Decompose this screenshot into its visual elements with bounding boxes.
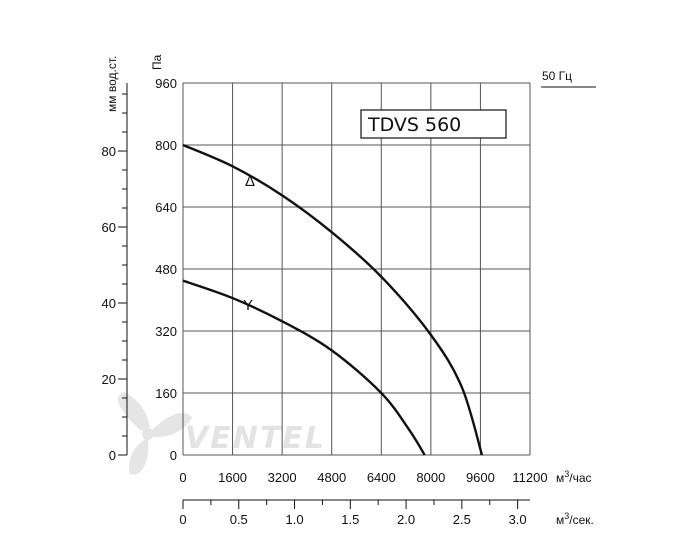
curve-label: Δ	[245, 173, 255, 190]
curves: ΔY	[182, 143, 484, 456]
x-secondary-tick-label: 2.5	[453, 512, 471, 527]
watermark-text: VENTEL	[185, 421, 326, 456]
x-secondary-tick-label: 1.5	[341, 512, 359, 527]
x-tick-label: 6400	[367, 470, 396, 485]
frequency-label-group: 50 Гц	[541, 69, 596, 88]
y-tick-label: 640	[155, 200, 177, 215]
y-tick-label: 480	[155, 262, 177, 277]
x-tick-label: 3200	[268, 470, 297, 485]
x-secondary-tick-label: 0.5	[230, 512, 248, 527]
y-secondary-tick-label: 60	[102, 220, 116, 235]
y-secondary-tick-label: 20	[102, 372, 116, 387]
model-label-box: TDVS 560	[360, 109, 507, 139]
model-label: TDVS 560	[367, 114, 461, 136]
y-tick-label: 960	[155, 76, 177, 91]
y-primary-axis-title: Па	[150, 54, 164, 70]
curve-label: Y	[243, 297, 253, 314]
y-secondary-tick-label: 80	[102, 144, 116, 159]
x-secondary-tick-label: 3.0	[509, 512, 527, 527]
x-secondary-tick-label: 1.0	[286, 512, 304, 527]
x-tick-label: 4800	[317, 470, 346, 485]
frequency-label: 50 Гц	[542, 69, 572, 83]
x-tick-label: 1600	[218, 470, 247, 485]
x-tick-label: 11200	[512, 470, 547, 485]
axes	[118, 83, 530, 509]
y-secondary-tick-label: 40	[102, 296, 116, 311]
y-secondary-tick-label: 0	[109, 448, 116, 463]
y-tick-label: 160	[155, 386, 177, 401]
y-secondary-axis-title: мм вод.ст.	[105, 56, 119, 112]
grid	[182, 82, 531, 456]
x-tick-label: 8000	[416, 470, 445, 485]
x-tick-label: 9600	[466, 470, 495, 485]
x-tick-label: 0	[179, 470, 186, 485]
y-tick-label: 0	[170, 448, 177, 463]
x-secondary-axis-title: м3/сек.	[556, 511, 594, 527]
curve-y	[182, 279, 426, 456]
x-secondary-tick-label: 0	[179, 512, 186, 527]
x-primary-axis-title: м3/час	[556, 469, 592, 485]
x-secondary-tick-label: 2.0	[397, 512, 415, 527]
tick-labels: 0 1600 3200 4800 6400 8000 9600 112000160320480…	[102, 76, 548, 527]
y-tick-label: 800	[155, 138, 177, 153]
fan-logo-icon	[117, 392, 192, 475]
curve-delta	[182, 143, 484, 456]
y-tick-label: 320	[155, 324, 177, 339]
watermark-logo: VENTEL	[117, 392, 326, 475]
